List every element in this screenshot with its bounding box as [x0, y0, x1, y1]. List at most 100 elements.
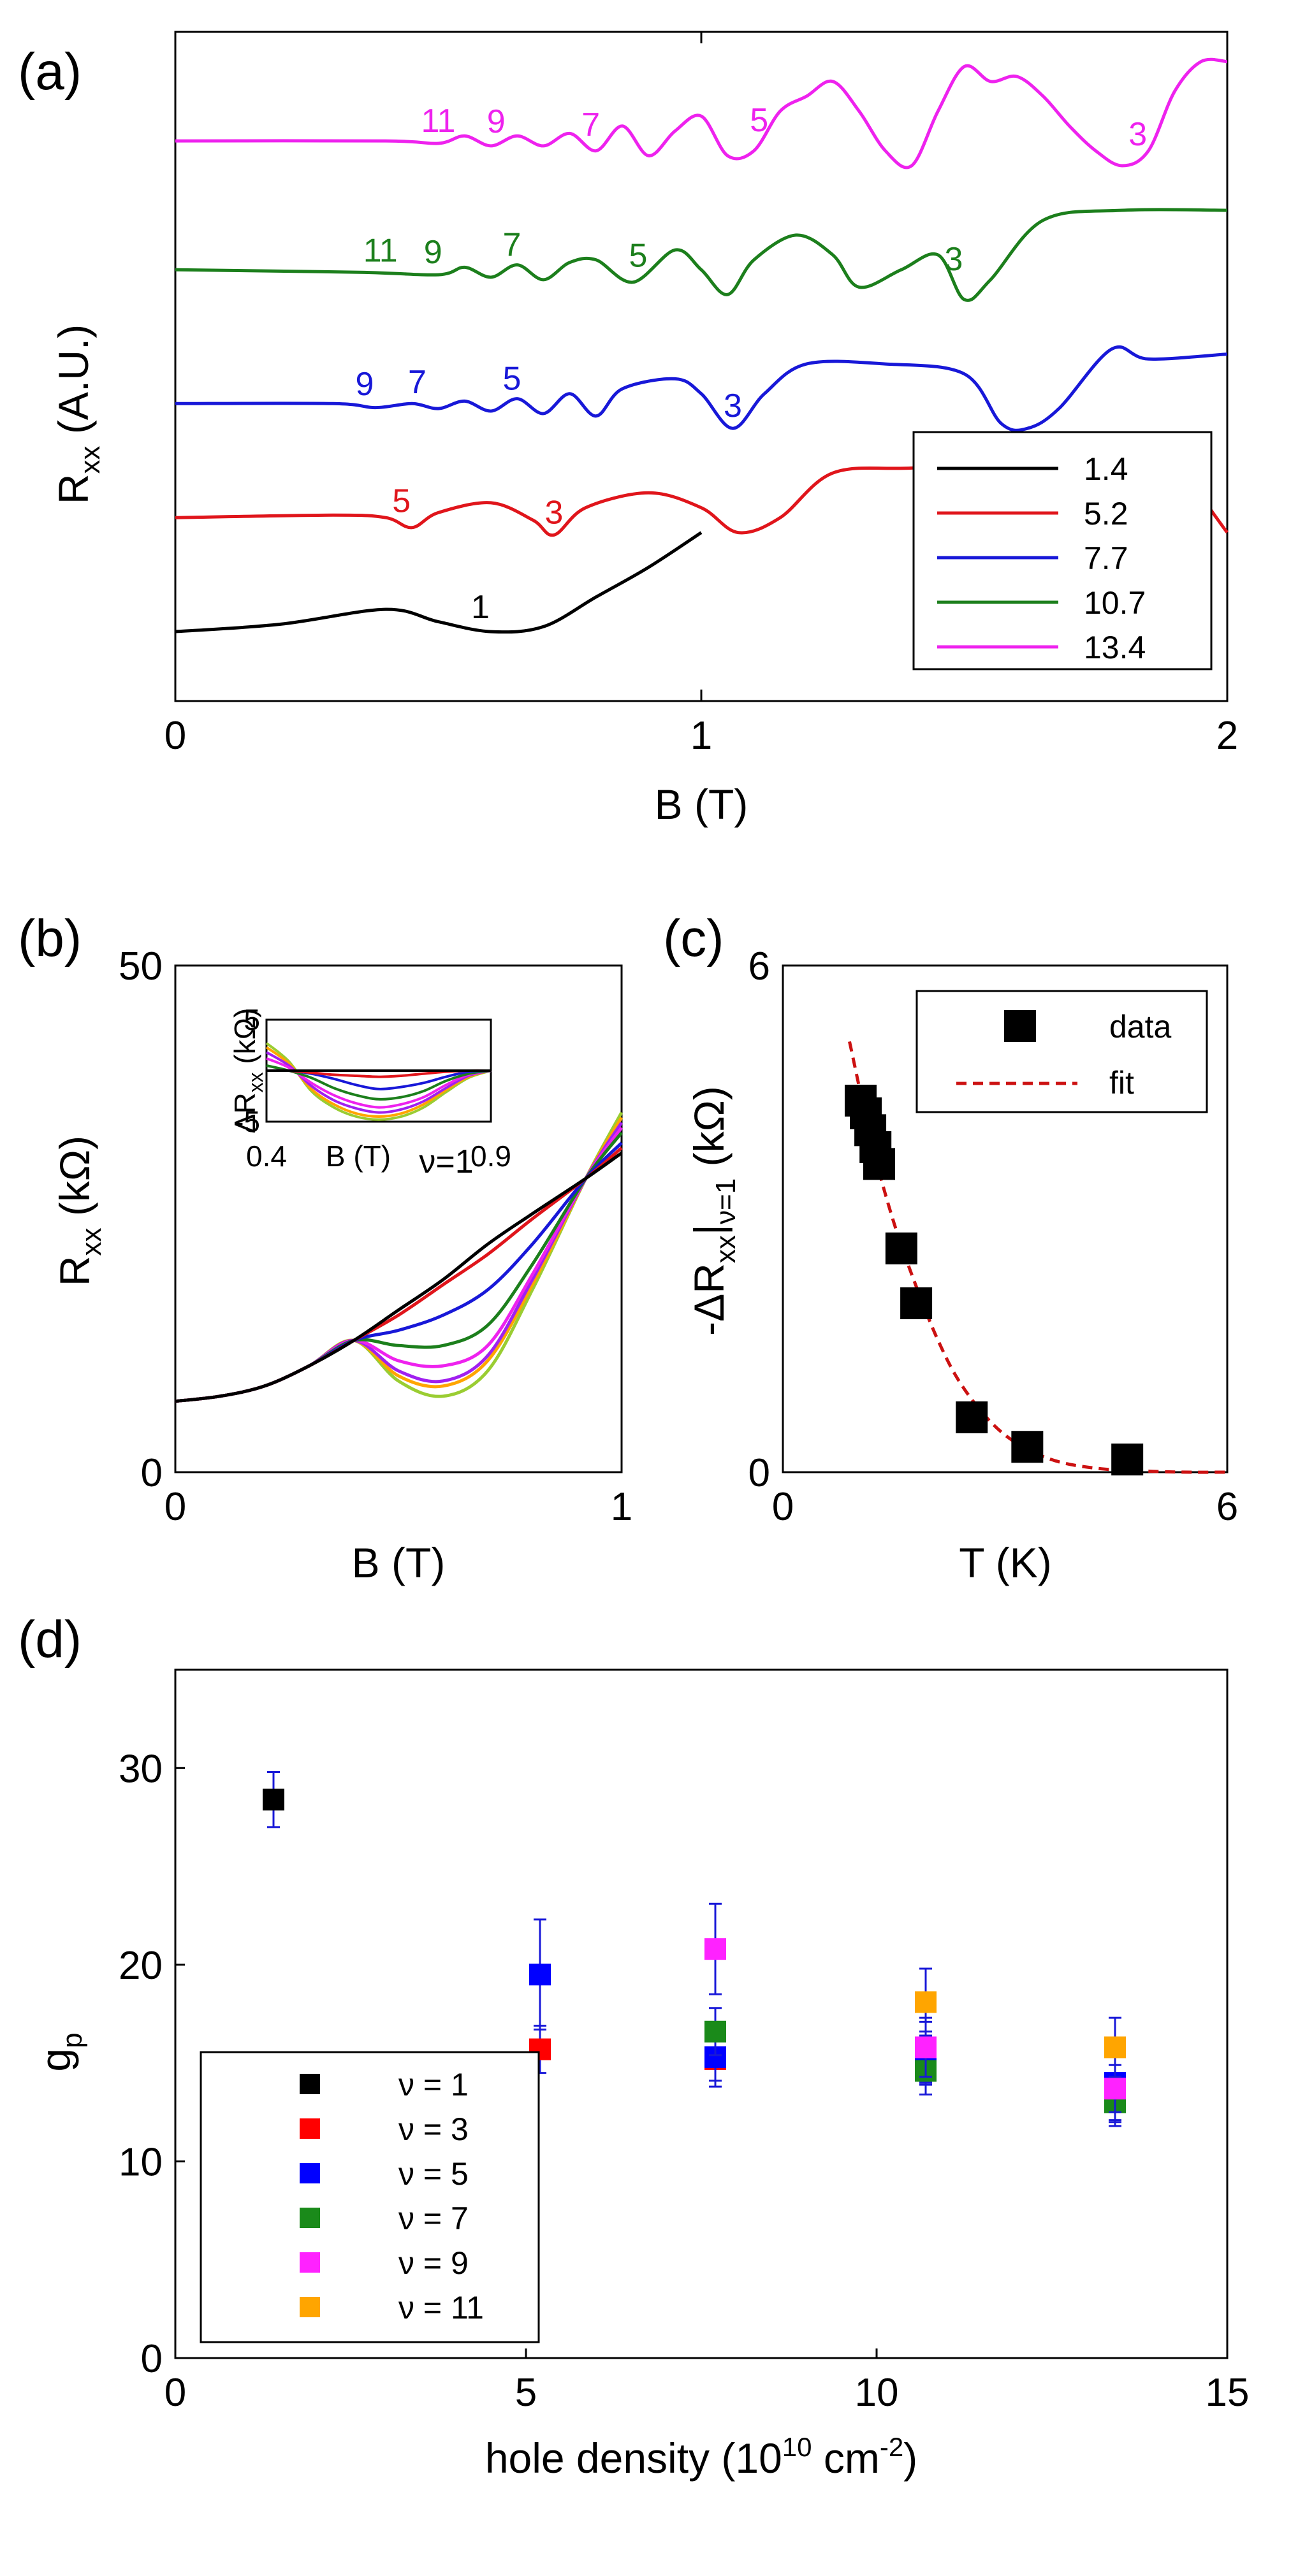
panel-a-x-ticks: 0 1 2 — [164, 32, 1238, 758]
panel-d-xlabel-end: ) — [903, 2435, 917, 2482]
panel-b-series-line — [175, 1141, 623, 1403]
panel-a-annotation-label: 5 — [629, 237, 648, 274]
panel-b-y-tick-label: 50 — [119, 944, 163, 988]
panel-d: (d) gp 0 5 10 15 0 10 20 30 hole density (1010 … — [18, 1610, 1249, 2482]
panel-b-inset-x-tick-label: 0.4 — [246, 1140, 287, 1173]
panel-a-legend-box — [912, 431, 1213, 670]
panel-a-ylabel-suffix: (A.U.) — [50, 324, 97, 446]
panel-a-x-tick-label: 0 — [164, 714, 186, 758]
panel-b-label: (b) — [18, 909, 82, 967]
panel-d-data-point — [915, 1991, 937, 2013]
panel-d-ylabel-main: g — [32, 2048, 79, 2072]
panel-b-inset-x-tick-label: 0.9 — [470, 1140, 511, 1173]
panel-b-x-tick-label: 0 — [164, 1485, 186, 1529]
panel-d-legend-label: ν = 5 — [398, 2156, 469, 2192]
panel-a-annotation-label: 5 — [392, 483, 411, 520]
panel-b-inset-ticks: 0.4 0.9 5 -5 — [234, 1003, 511, 1173]
panel-c-xlabel: T (K) — [959, 1539, 1051, 1586]
panel-a-annotation-label: 7 — [408, 364, 427, 401]
panel-b: (b) Rxx (kΩ) 0 1 0 50 ν=1 B (T) 0.4 0.9 5 -5 B… — [18, 909, 632, 1586]
panel-a-annotation-label: 11 — [363, 232, 398, 269]
panel-d-data-point — [263, 1788, 284, 1811]
panel-c-ticks: 0 6 0 6 — [748, 944, 1239, 1529]
panel-b-inset-ylabel-main: ΔR — [228, 1092, 261, 1133]
panel-b-ylabel-sub: xx — [76, 1227, 107, 1255]
panel-c-data-point — [885, 1232, 917, 1264]
panel-a-series-line — [175, 57, 1228, 170]
panel-d-xlabel-mid: cm — [812, 2435, 880, 2482]
panel-d-legend: ν = 1 ν = 3 ν = 5 ν = 7 ν = 9 ν = 11 — [200, 2051, 540, 2343]
panel-a-legend-label: 1.4 — [1084, 451, 1128, 487]
panel-c-legend: data fit — [915, 990, 1208, 1113]
panel-b-inset-series — [265, 1042, 492, 1121]
panel-b-ylabel-main: R — [51, 1255, 98, 1286]
panel-d-x-tick-label: 5 — [515, 2371, 537, 2415]
panel-a-annotation-label: 3 — [545, 494, 564, 531]
panel-c-legend-data-swatch — [1004, 1010, 1036, 1042]
panel-c-data-point — [900, 1287, 933, 1319]
panel-b-series-line — [175, 1147, 623, 1403]
panel-b-inset-ylabel: ΔRxx (kΩ) — [228, 1008, 267, 1134]
panel-c-y-tick-label: 6 — [748, 944, 770, 988]
panel-c-ylabel-suffix: (kΩ) — [685, 1086, 733, 1178]
panel-c: (c) -ΔRxx|ν=1 (kΩ) 0 6 0 6 T (K) data fit — [663, 909, 1238, 1586]
panel-a-legend: 1.4 5.2 7.7 10.7 13.4 — [912, 431, 1213, 670]
panel-c-y-tick-label: 0 — [748, 1451, 770, 1495]
panel-d-x-tick-label: 10 — [855, 2371, 899, 2415]
panel-b-series-line — [175, 1111, 624, 1403]
panel-a-ylabel: Rxx (A.U.) — [50, 324, 106, 504]
panel-d-y-tick-label: 30 — [119, 1747, 163, 1791]
panel-d-points — [263, 1770, 1126, 2127]
panel-a-x-tick-label: 1 — [690, 714, 712, 758]
panel-a-series-line — [175, 208, 1228, 302]
panel-c-plot-frame — [782, 964, 1229, 1473]
panel-b-inset-xlabel: B (T) — [326, 1140, 391, 1173]
panel-d-xlabel-sup1: 10 — [782, 2432, 812, 2462]
panel-d-data-point — [1104, 2078, 1126, 2100]
panel-b-inset-y-tick-label: -5 — [234, 1105, 260, 1138]
panel-b-ylabel-suffix: (kΩ) — [51, 1136, 98, 1228]
panel-b-inset-series-line — [266, 1057, 492, 1109]
panel-d-data-point — [704, 1938, 726, 1960]
panel-b-series-line — [175, 1117, 624, 1403]
panel-a-label: (a) — [18, 43, 82, 101]
panel-d-legend-swatch — [300, 2208, 320, 2228]
panel-d-xlabel-main: hole density (10 — [485, 2435, 782, 2482]
panel-a-ylabel-main: R — [50, 474, 97, 504]
panel-a-annotation-label: 5 — [503, 360, 522, 397]
panel-a-legend-label: 10.7 — [1084, 585, 1146, 621]
panel-a-series-line — [175, 345, 1228, 432]
panel-b-inset: 0.4 0.9 5 -5 B (T) ΔRxx (kΩ) — [228, 1003, 511, 1173]
panel-c-data-point — [863, 1148, 896, 1180]
panel-b-inset-series-line — [265, 1051, 492, 1114]
panel-d-plot-frame — [174, 1668, 1229, 2359]
panel-b-inset-series-line — [265, 1046, 492, 1118]
panel-c-legend-data-label: data — [1109, 1009, 1172, 1045]
panel-d-xlabel-sup2: -2 — [880, 2432, 903, 2462]
panel-c-legend-fit-label: fit — [1109, 1065, 1134, 1101]
panel-d-x-tick-label: 15 — [1206, 2371, 1250, 2415]
panel-c-fit-group — [848, 1041, 1228, 1474]
panel-a-ylabel-sub: xx — [75, 445, 106, 474]
panel-a-legend-label: 5.2 — [1084, 496, 1128, 532]
panel-a-annotation-label: 3 — [945, 241, 963, 278]
panel-c-data-point — [1111, 1444, 1144, 1476]
panel-d-ylabel-sub: p — [57, 2032, 88, 2048]
panel-a-xlabel: B (T) — [655, 781, 748, 828]
panel-d-legend-label: ν = 11 — [398, 2290, 484, 2326]
panel-d-data-point — [915, 2036, 937, 2059]
panel-b-series-line — [175, 1126, 624, 1403]
panel-b-nu1-annotation: ν=1 — [419, 1143, 473, 1180]
panel-a-legend-label: 13.4 — [1084, 630, 1146, 665]
panel-a-x-tick-label: 2 — [1216, 714, 1238, 758]
panel-a-annotation-label: 11 — [421, 103, 456, 140]
panel-d-ticks: 0 5 10 15 0 10 20 30 — [119, 1747, 1249, 2415]
panel-d-ylabel: gp — [32, 2032, 88, 2071]
panel-c-ylabel-bar-sub: ν=1 — [710, 1178, 741, 1224]
panel-d-x-tick-label: 0 — [164, 2371, 186, 2415]
panel-b-y-tick-label: 0 — [141, 1451, 163, 1495]
panel-d-legend-label: ν = 7 — [398, 2201, 469, 2236]
panel-d-legend-swatch — [300, 2163, 320, 2183]
